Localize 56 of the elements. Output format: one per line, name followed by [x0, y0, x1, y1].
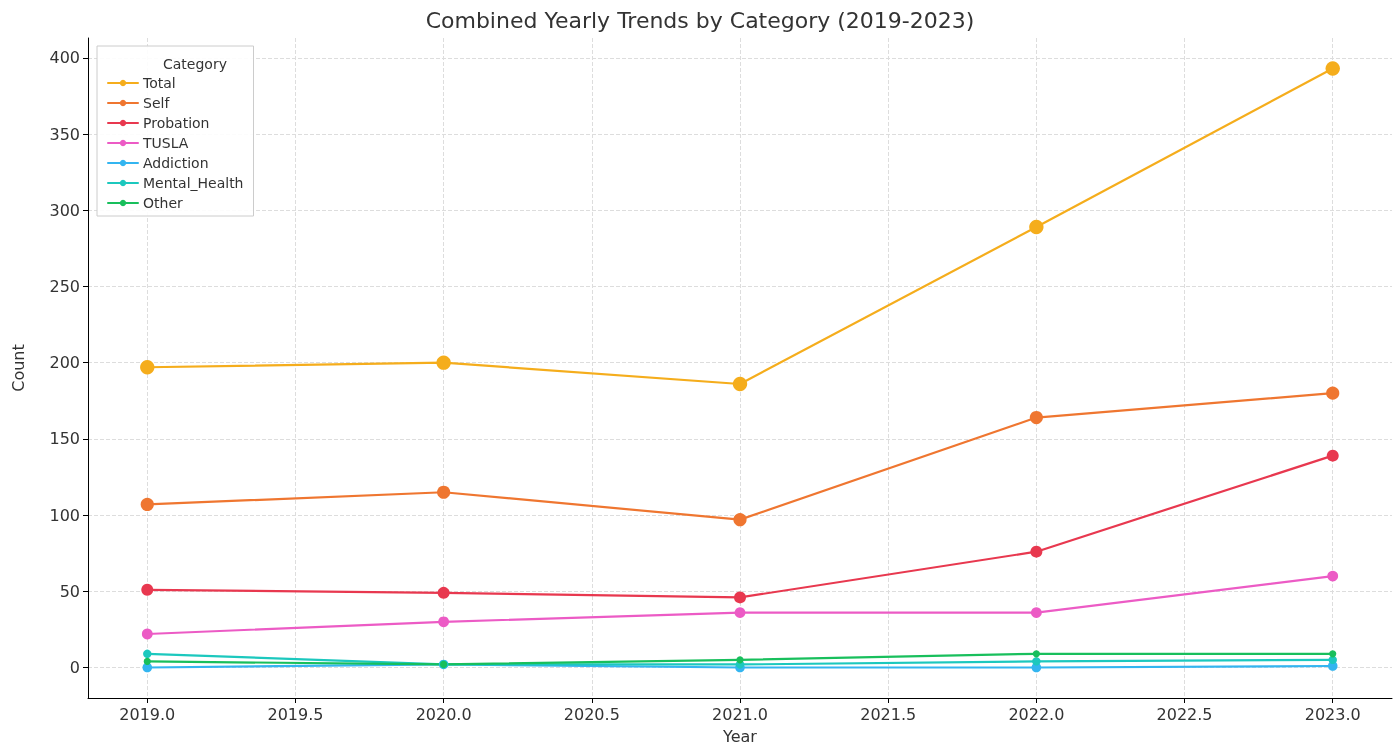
point	[732, 376, 748, 392]
x-tick-label: 2021.0	[712, 704, 768, 724]
x-tick-label: 2022.5	[1156, 704, 1213, 724]
point	[141, 583, 154, 596]
y-tick-label: 50	[59, 581, 80, 601]
point	[438, 616, 450, 628]
y-tick-label: 100	[49, 505, 80, 525]
legend-label: Self	[143, 95, 171, 111]
point	[1032, 657, 1041, 666]
x-tick-label: 2023.0	[1304, 704, 1361, 724]
point	[734, 607, 746, 619]
x-tick-label: 2019.0	[119, 704, 176, 724]
legend-label: Mental_Health	[143, 175, 244, 191]
legend-label: Total	[142, 75, 176, 91]
x-tick-label: 2019.5	[267, 704, 324, 724]
legend-label: TUSLA	[142, 135, 189, 151]
point	[1328, 655, 1337, 665]
point	[140, 360, 155, 375]
point	[141, 628, 153, 640]
point	[1029, 219, 1044, 235]
point	[1326, 449, 1339, 462]
x-tick-label: 2021.5	[860, 704, 917, 724]
legend-label: Other	[143, 195, 183, 211]
x-tick-label: 2020.0	[415, 704, 472, 724]
point	[436, 355, 451, 370]
legend-label: Addiction	[143, 155, 209, 171]
point	[143, 649, 152, 658]
chart-title: Combined Yearly Trends by Category (2019-2023)	[425, 7, 975, 33]
x-tick-label: 2020.5	[563, 704, 620, 724]
y-axis-title: Count	[8, 344, 28, 392]
legend-title: Category	[163, 56, 227, 72]
y-tick-label: 0	[69, 658, 80, 678]
y-tick-label: 150	[49, 429, 80, 449]
point	[1326, 386, 1340, 400]
point	[734, 591, 746, 604]
y-tick-label: 300	[49, 200, 80, 220]
point	[733, 513, 747, 527]
point	[1032, 650, 1040, 658]
point	[1327, 570, 1339, 582]
point	[1030, 607, 1042, 619]
point	[1325, 61, 1340, 76]
point	[437, 586, 450, 599]
y-tick-label: 400	[49, 48, 80, 68]
x-tick-label: 2022.0	[1008, 704, 1065, 724]
point	[1329, 650, 1337, 658]
y-tick-label: 200	[49, 353, 80, 373]
point	[736, 656, 744, 664]
point	[1030, 545, 1043, 558]
y-tick-label: 250	[49, 276, 80, 296]
x-axis-title: Year	[722, 726, 758, 746]
legend-label: Probation	[143, 115, 210, 131]
y-tick-label: 350	[49, 124, 80, 144]
point	[437, 485, 451, 499]
point	[1029, 410, 1043, 425]
point	[143, 657, 151, 666]
point	[140, 497, 154, 512]
